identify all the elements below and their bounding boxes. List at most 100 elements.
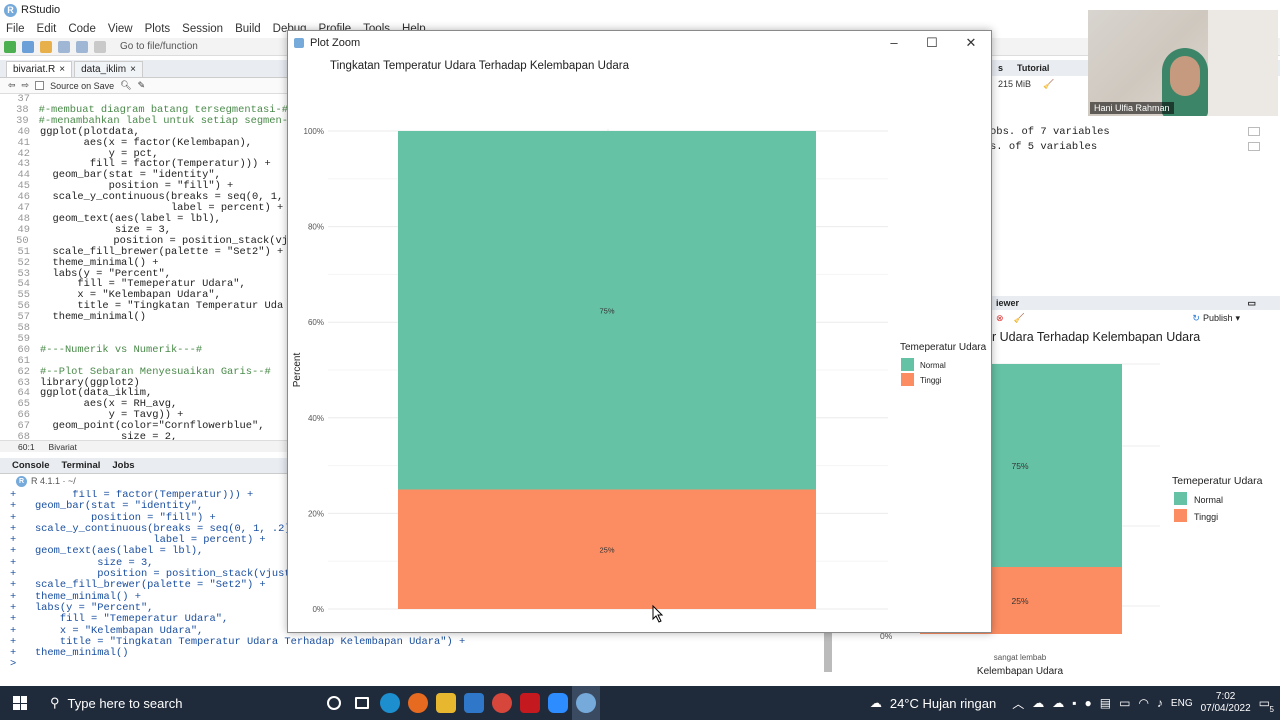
file-scope[interactable]: Bivariat bbox=[48, 441, 77, 452]
grid-view-icon[interactable] bbox=[1248, 142, 1260, 151]
clear-icon[interactable]: ⊗ bbox=[996, 312, 1004, 323]
search-icon[interactable]: 🔍︎ bbox=[120, 80, 132, 90]
microphone-icon[interactable]: ● bbox=[1084, 696, 1092, 710]
code-line[interactable]: 41 aes(x = factor(Kelembapan), bbox=[0, 137, 288, 149]
open-file-icon[interactable] bbox=[40, 40, 52, 53]
console-output[interactable]: + fill = factor(Temperatur))) + + geom_ba… bbox=[0, 490, 830, 680]
notification-icon[interactable]: ▭ 5 bbox=[1258, 696, 1274, 714]
code-line[interactable]: 65 aes(x = RH_avg, bbox=[0, 399, 288, 410]
minimize-pane-icon[interactable]: ▭ bbox=[1247, 297, 1256, 308]
clock[interactable]: 7:02 07/04/2022 bbox=[1201, 691, 1251, 715]
tab-s[interactable]: s bbox=[998, 63, 1004, 73]
back-arrow-icon[interactable]: ⇦ bbox=[8, 80, 16, 90]
code-line[interactable]: 64 ggplot(data_iklim, bbox=[0, 388, 288, 399]
code-line[interactable]: 39 #-menambahkan label untuk setiap segme… bbox=[0, 115, 288, 127]
code-line[interactable]: 42 y = pct, bbox=[0, 148, 288, 160]
forward-arrow-icon[interactable]: ⇨ bbox=[21, 80, 30, 90]
onedrive-icon[interactable]: ☁ bbox=[1052, 696, 1065, 710]
zoom-icon[interactable] bbox=[544, 686, 572, 720]
code-line[interactable]: 57 theme_minimal() bbox=[0, 312, 288, 323]
code-line[interactable]: 37 bbox=[0, 94, 288, 105]
menu-plots[interactable]: Plots bbox=[144, 23, 171, 35]
wand-icon[interactable]: ✎ bbox=[137, 80, 146, 90]
menu-view[interactable]: View bbox=[107, 23, 133, 35]
taskbar-search[interactable]: ⚲ Type here to search bbox=[40, 686, 320, 720]
code-line[interactable]: 67 geom_point(color="Cornflowerblue", bbox=[0, 421, 288, 432]
tab-tutorial[interactable]: Tutorial bbox=[1017, 63, 1050, 73]
code-line[interactable]: 68 size = 2, bbox=[0, 432, 288, 440]
code-line[interactable]: 58 bbox=[0, 323, 288, 334]
console-scrollbar[interactable] bbox=[824, 632, 832, 672]
publish-button[interactable]: ↻ Publish ▾ bbox=[1192, 312, 1240, 324]
code-line[interactable]: 53 labs(y = "Percent", bbox=[0, 268, 288, 280]
cortana-icon[interactable] bbox=[320, 686, 348, 720]
language-indicator[interactable]: ENG bbox=[1170, 697, 1193, 709]
env-row[interactable]: s. of 5 variables bbox=[990, 141, 1098, 153]
save-icon[interactable] bbox=[58, 40, 70, 53]
menu-code[interactable]: Code bbox=[68, 23, 96, 35]
tab-console[interactable]: Console bbox=[12, 460, 50, 471]
broom-icon[interactable]: 🧹 bbox=[1013, 312, 1025, 323]
mail-icon[interactable] bbox=[460, 686, 488, 720]
tab-viewer[interactable]: iewer bbox=[996, 298, 1020, 308]
save-all-icon[interactable] bbox=[76, 40, 88, 53]
tab-terminal[interactable]: Terminal bbox=[61, 460, 101, 471]
close-button[interactable]: ✕ bbox=[965, 35, 977, 50]
close-icon[interactable]: × bbox=[59, 64, 66, 75]
code-line[interactable]: 62 #--Plot Sebaran Menyesuaikan Garis--# bbox=[0, 366, 288, 378]
minimize-button[interactable]: – bbox=[890, 35, 898, 50]
plot-zoom-titlebar[interactable]: Plot Zoom bbox=[288, 31, 991, 55]
battery-icon[interactable]: ▭ bbox=[1119, 696, 1131, 710]
code-line[interactable]: 49 size = 3, bbox=[0, 224, 288, 236]
code-line[interactable]: 43 fill = factor(Temperatur))) + bbox=[0, 159, 288, 170]
edge-icon[interactable] bbox=[376, 686, 404, 720]
close-icon[interactable]: × bbox=[130, 64, 136, 75]
file-explorer-icon[interactable] bbox=[432, 686, 460, 720]
code-line[interactable]: 61 bbox=[0, 355, 288, 367]
code-line[interactable]: 44 geom_bar(stat = "identity", bbox=[0, 170, 288, 181]
firefox-icon[interactable] bbox=[404, 686, 432, 720]
code-line[interactable]: 56 title = "Tingkatan Temperatur Uda bbox=[0, 301, 288, 312]
menu-session[interactable]: Session bbox=[182, 23, 224, 35]
code-line[interactable]: 51 scale_fill_brewer(palette = "Set2") + bbox=[0, 246, 288, 258]
code-line[interactable]: 40 ggplot(plotdata, bbox=[0, 126, 288, 138]
task-view-icon[interactable] bbox=[348, 686, 376, 720]
new-file-icon[interactable] bbox=[4, 40, 16, 53]
maximize-button[interactable]: ☐ bbox=[926, 35, 938, 50]
grid-view-icon[interactable] bbox=[1248, 127, 1260, 136]
code-line[interactable]: 45 position = "fill") + bbox=[0, 181, 288, 192]
video-icon[interactable]: ▪ bbox=[1072, 696, 1077, 710]
start-button[interactable] bbox=[0, 686, 40, 720]
chrome-icon[interactable] bbox=[488, 686, 516, 720]
new-project-icon[interactable] bbox=[22, 40, 34, 53]
acrobat-icon[interactable] bbox=[516, 686, 544, 720]
tab-bivariat[interactable]: bivariat.R × bbox=[6, 61, 73, 77]
wifi-icon[interactable]: ◠ bbox=[1138, 696, 1149, 710]
memory-usage[interactable]: 215 MiB bbox=[998, 79, 1032, 89]
menu-file[interactable]: File bbox=[6, 23, 25, 35]
code-line[interactable]: 47 label = percent) + bbox=[0, 203, 288, 214]
tab-data-iklim[interactable]: data_iklim × bbox=[74, 61, 143, 77]
code-line[interactable]: 38 #-membuat diagram batang tersegmentasi… bbox=[0, 105, 288, 116]
env-row[interactable]: obs. of 7 variables bbox=[990, 126, 1110, 138]
goto-file-input[interactable]: Go to file/function bbox=[120, 41, 198, 52]
code-line[interactable]: 50 position = position_stack(vj bbox=[0, 235, 288, 247]
menu-edit[interactable]: Edit bbox=[36, 23, 57, 35]
source-on-save-checkbox[interactable] bbox=[35, 81, 45, 90]
volume-icon[interactable]: ♪ bbox=[1156, 696, 1163, 710]
cloud-icon[interactable]: ☁ bbox=[1032, 696, 1045, 710]
rstudio-taskbar-icon[interactable] bbox=[572, 686, 600, 720]
code-line[interactable]: 52 theme_minimal() + bbox=[0, 257, 288, 269]
code-line[interactable]: 46 scale_y_continuous(breaks = seq(0, 1, bbox=[0, 192, 288, 203]
code-line[interactable]: 66 y = Tavg)) + bbox=[0, 410, 288, 421]
code-line[interactable]: 63 library(ggplot2) bbox=[0, 377, 288, 389]
network-icon[interactable]: ▤ bbox=[1099, 696, 1112, 710]
code-line[interactable]: 59 bbox=[0, 334, 288, 345]
code-editor[interactable]: 37 38 #-membuat diagram batang tersegmenta… bbox=[0, 94, 288, 440]
code-line[interactable]: 48 geom_text(aes(label = lbl), bbox=[0, 214, 288, 225]
chevron-up-icon[interactable]: ︿ bbox=[1012, 696, 1025, 711]
code-line[interactable]: 54 fill = "Temeperatur Udara", bbox=[0, 279, 288, 290]
broom-icon[interactable]: 🧹 bbox=[1043, 78, 1055, 89]
menu-build[interactable]: Build bbox=[235, 23, 261, 35]
print-icon[interactable] bbox=[94, 40, 106, 53]
